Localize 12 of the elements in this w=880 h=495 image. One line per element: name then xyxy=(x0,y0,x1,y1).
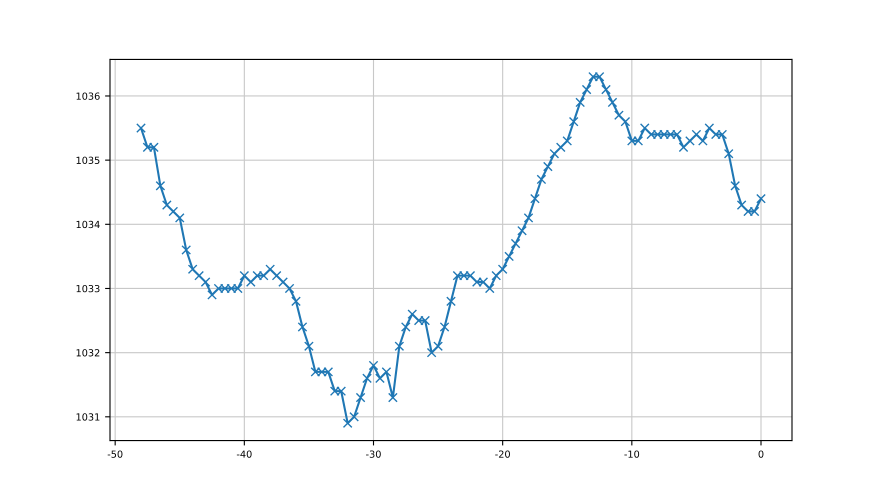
x-tick-label: -10 xyxy=(624,450,640,458)
x-tick-label: -50 xyxy=(108,450,122,458)
x-tick-label: -40 xyxy=(236,450,252,458)
y-tick-label: 1032 xyxy=(76,349,100,356)
x-tick-label: -30 xyxy=(366,450,381,458)
y-tick-label: 1036 xyxy=(76,92,100,100)
x-tick-label: 0 xyxy=(758,450,764,458)
x-tick-label: -20 xyxy=(495,450,510,458)
y-tick-label: 1033 xyxy=(76,284,100,292)
y-tick-label: 1034 xyxy=(76,220,100,228)
y-tick-label: 1031 xyxy=(76,413,100,421)
y-tick-label: 1035 xyxy=(76,156,100,164)
